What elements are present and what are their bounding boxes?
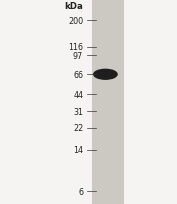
Text: 97: 97 [73, 52, 83, 61]
Text: 200: 200 [68, 17, 83, 26]
Ellipse shape [93, 69, 118, 81]
Text: 6: 6 [78, 187, 83, 196]
Text: kDa: kDa [64, 2, 83, 11]
Text: 14: 14 [73, 146, 83, 155]
Bar [92, 0, 124, 204]
Text: 22: 22 [73, 124, 83, 133]
Text: 66: 66 [73, 70, 83, 79]
Text: 44: 44 [73, 90, 83, 99]
Text: 116: 116 [68, 43, 83, 52]
Text: 31: 31 [73, 107, 83, 116]
